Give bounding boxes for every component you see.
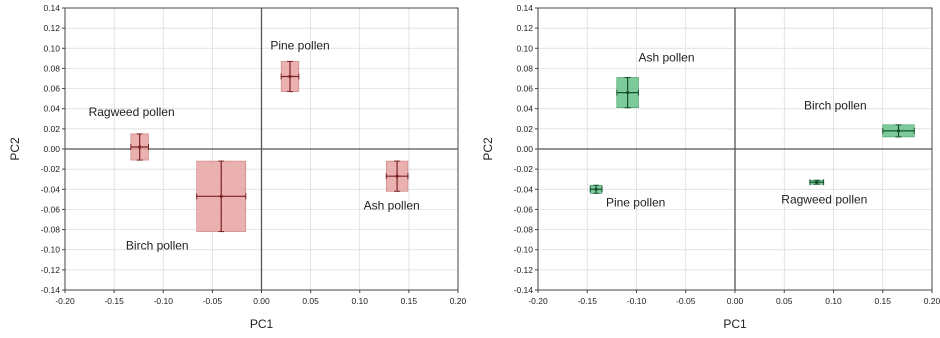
y-tick-label: -0.04 (41, 184, 61, 194)
birch-pollen-label: Birch pollen (804, 99, 867, 113)
birch-pollen-marker (896, 129, 901, 133)
birch-pollen-label: Birch pollen (126, 239, 189, 253)
x-tick-label: -0.10 (154, 296, 174, 306)
ragweed-pollen-label: Ragweed pollen (89, 105, 175, 119)
y-tick-label: 0.08 (516, 63, 533, 73)
y-tick-label: 0.08 (43, 63, 60, 73)
x-axis-title: PC1 (723, 317, 747, 331)
y-tick-label: -0.02 (41, 164, 61, 174)
ragweed-pollen-marker (815, 180, 819, 184)
y-axis-title: PC2 (481, 137, 495, 161)
y-tick-label: -0.06 (514, 204, 534, 214)
ash-pollen-label: Ash pollen (364, 198, 420, 212)
y-tick-label: -0.10 (41, 245, 61, 255)
ash-pollen-marker (395, 174, 399, 178)
y-axis-title: PC2 (8, 137, 22, 161)
pine-pollen-label: Pine pollen (270, 38, 329, 52)
x-tick-label: -0.10 (627, 296, 647, 306)
y-tick-label: -0.08 (41, 225, 61, 235)
y-tick-label: 0.00 (516, 144, 533, 154)
x-tick-label: -0.20 (55, 296, 75, 306)
x-axis-title: PC1 (250, 317, 274, 331)
y-tick-label: -0.06 (41, 204, 61, 214)
y-tick-label: -0.08 (514, 225, 534, 235)
ash-pollen-label: Ash pollen (638, 50, 694, 64)
pine-pollen-label: Pine pollen (606, 195, 665, 209)
y-tick-label: 0.04 (43, 104, 60, 114)
x-tick-label: 0.15 (874, 296, 891, 306)
y-tick-label: -0.12 (41, 265, 61, 275)
x-tick-label: 0.20 (450, 296, 467, 306)
ragweed-pollen-label: Ragweed pollen (781, 192, 867, 206)
x-tick-label: 0.00 (727, 296, 744, 306)
y-tick-label: 0.02 (43, 124, 60, 134)
x-tick-label: -0.05 (676, 296, 696, 306)
y-tick-label: 0.02 (516, 124, 533, 134)
y-tick-label: 0.06 (516, 84, 533, 94)
y-tick-label: -0.04 (514, 184, 534, 194)
pine-pollen-marker (288, 74, 292, 79)
ash-pollen-marker (626, 91, 630, 95)
y-tick-label: -0.14 (514, 285, 534, 295)
y-tick-label: -0.14 (41, 285, 61, 295)
x-tick-label: -0.05 (203, 296, 223, 306)
y-tick-label: 0.00 (43, 144, 60, 154)
y-tick-label: 0.14 (43, 3, 60, 13)
x-tick-label: 0.05 (776, 296, 793, 306)
y-tick-label: 0.12 (43, 23, 60, 33)
y-tick-label: 0.06 (43, 84, 60, 94)
chart-panel-1: -0.20 -0.15 -0.10 -0.05 0.00 0.05 0.10 0.15 0.20… (8, 3, 467, 331)
x-tick-label: 0.00 (253, 296, 270, 306)
pine-pollen-marker (594, 187, 598, 191)
x-tick-label: 0.05 (302, 296, 319, 306)
y-tick-label: -0.10 (514, 245, 534, 255)
chart-panel-2: -0.20 -0.15 -0.10 -0.05 0.00 0.05 0.10 0.15 0.20… (481, 3, 940, 331)
birch-pollen-marker (219, 194, 223, 198)
y-tick-label: 0.10 (43, 43, 60, 53)
x-tick-label: 0.10 (825, 296, 842, 306)
y-tick-label: -0.12 (514, 265, 534, 275)
ragweed-pollen-marker (138, 145, 142, 149)
x-tick-label: 0.20 (924, 296, 940, 306)
y-tick-label: 0.10 (516, 43, 533, 53)
y-tick-label: 0.14 (516, 3, 533, 13)
x-tick-label: -0.15 (578, 296, 598, 306)
y-tick-label: 0.12 (516, 23, 533, 33)
y-tick-label: 0.04 (516, 104, 533, 114)
y-tick-label: -0.02 (514, 164, 534, 174)
x-tick-label: -0.15 (104, 296, 124, 306)
x-tick-label: 0.15 (401, 296, 418, 306)
x-tick-label: 0.10 (351, 296, 368, 306)
x-tick-label: -0.20 (528, 296, 548, 306)
